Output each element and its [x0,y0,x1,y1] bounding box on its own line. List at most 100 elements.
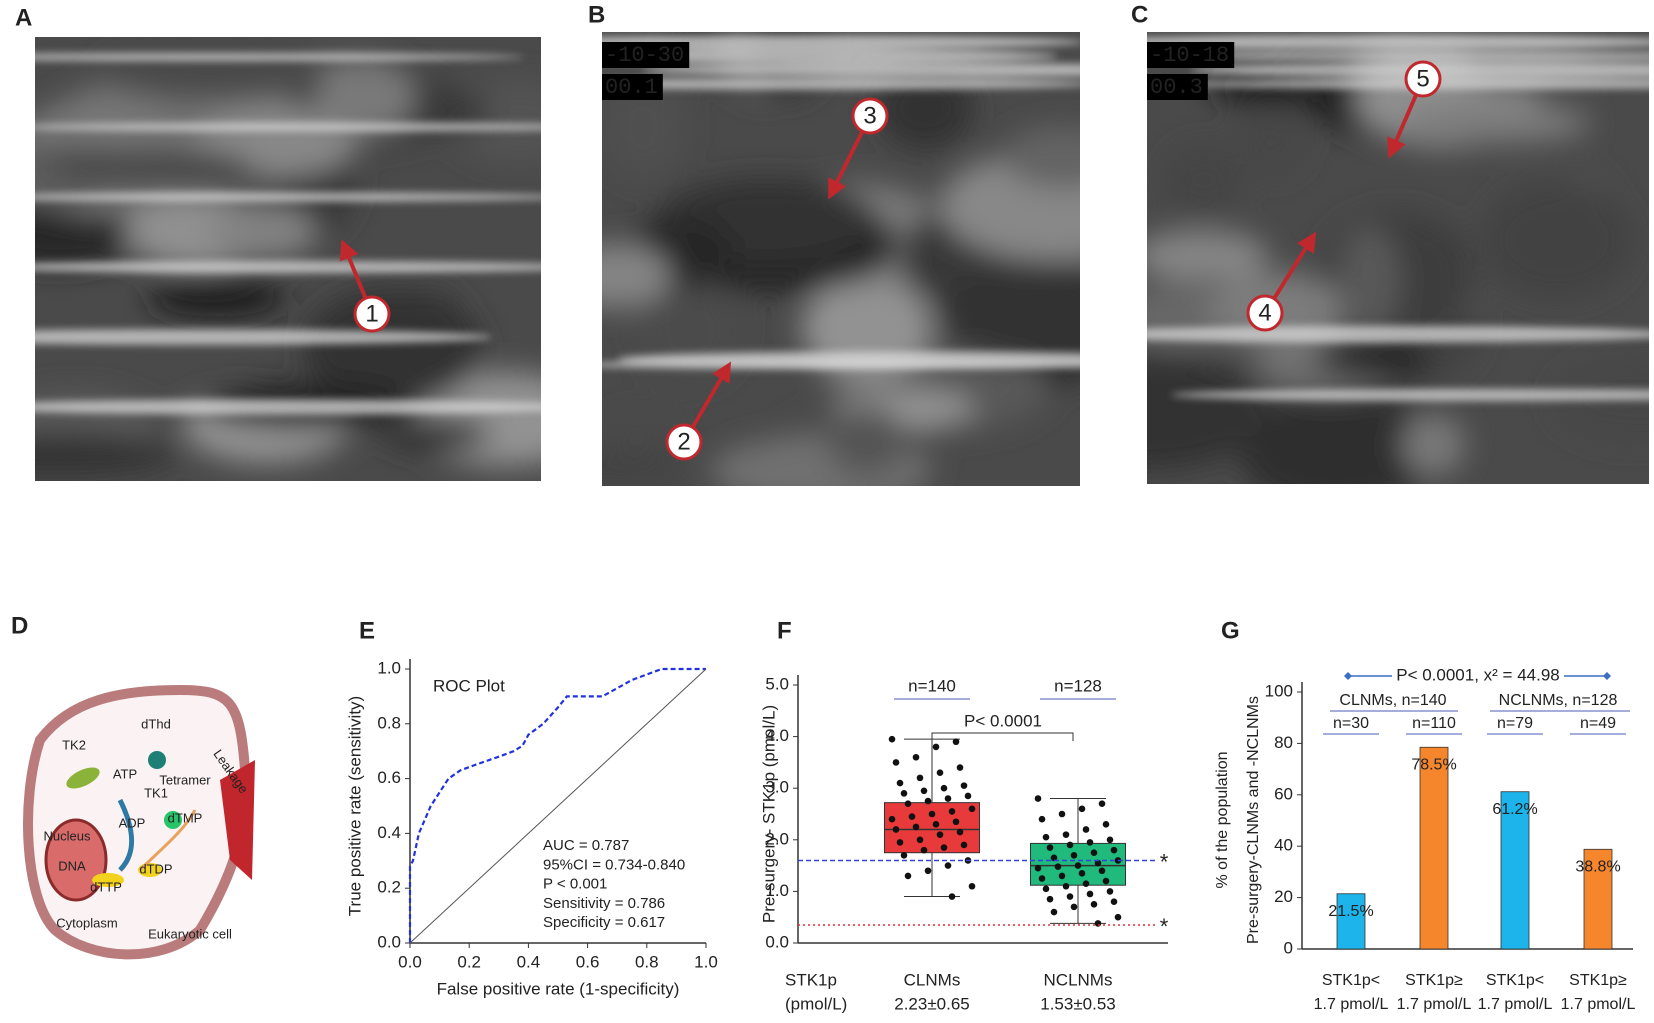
chart-title: ROC Plot [433,676,505,695]
data-point [904,800,912,807]
x-tick-label: 0.6 [576,952,600,971]
data-point [1070,903,1078,911]
y-tick-label: 0.0 [377,932,401,951]
texture-blob [35,432,178,476]
texture-blob [602,243,671,308]
panel-letter: C [1131,1,1148,28]
value-label: 38.8% [1575,859,1620,876]
bright-band [35,260,541,274]
texture-blob [1164,144,1243,216]
y-tick-label: 3.0 [765,778,789,797]
data-point [940,784,948,792]
data-point [944,795,952,802]
texture-blob [1236,109,1307,175]
texture-blob [602,413,677,451]
marker-number: 3 [863,102,876,129]
texture-blob [940,262,1080,364]
texture-blob [1480,180,1634,300]
marker-number: 4 [1258,299,1271,326]
marker-number: 5 [1416,65,1429,92]
ultrasound-image [602,32,1080,486]
diagram-label: ATP [113,766,137,781]
y-tick-label: 100 [1265,681,1293,700]
overlay-text: 00.3 [1150,75,1203,100]
overlay-background [602,42,690,68]
data-point [1074,862,1082,869]
data-point [912,823,920,831]
roc-line [409,668,707,944]
texture-blob [315,59,416,135]
x-tick-sublabel: 1.53±0.53 [1040,994,1116,1013]
texture-blob [1399,102,1591,144]
diagram-label: DNA [58,858,86,873]
data-point [896,839,904,846]
texture-blob [382,418,491,452]
overlay-text: 00.1 [605,75,658,100]
x-tick-sublabel: 2.23±0.65 [894,994,970,1013]
diagram-label: dTTP [90,879,122,894]
texture-blob [602,76,686,179]
data-point [1042,833,1050,841]
data-point [1086,839,1094,846]
n-label: n=79 [1497,715,1533,732]
data-point [888,735,896,743]
data-point [1094,920,1102,927]
bright-band [1150,51,1649,61]
y-tick-label: 0 [1284,938,1293,957]
bright-band [35,192,541,202]
bright-band [35,52,524,62]
data-point [1082,880,1090,887]
diagram-label: ADP [119,815,146,830]
data-point [920,846,928,854]
data-point [928,810,936,818]
y-axis-label: Pre-surgery-CLNMs and -NCLNMs [1245,696,1262,944]
bright-band [35,399,541,415]
y-tick-label: 4.0 [765,726,789,745]
texture-blob [827,405,906,476]
bright-band [642,62,1080,78]
diagram-label: dTDP [139,861,172,876]
x-tick-label: 1.7 pmol/L [1397,996,1472,1013]
data-point [1046,844,1054,851]
x-tick-label: 1.7 pmol/L [1478,996,1553,1013]
data-point [1102,821,1110,828]
data-point [944,862,952,869]
y-tick-label: 2.0 [765,829,789,848]
marker-circle [1404,60,1442,98]
group-label: NCLNMs, n=128 [1499,692,1618,709]
data-point [1054,863,1062,870]
y-axis-label: Pre-surgery- STK1p (pmol/L) [759,705,778,923]
bright-band [35,122,541,132]
data-point [1046,895,1054,903]
data-point [948,893,956,900]
data-point [960,841,968,849]
data-point [1086,890,1094,898]
bright-band [602,48,1058,64]
data-point [968,805,976,813]
texture-blob [50,146,253,191]
group-label: CLNMs, n=140 [1339,692,1446,709]
y-tick-label: 1.0 [377,658,401,677]
data-point [960,782,968,789]
marker-number: 1 [365,300,378,327]
n-label: n=128 [1054,676,1102,695]
diagram-label: Cytoplasm [56,915,117,930]
data-point [964,792,972,800]
n-label: n=110 [1412,715,1456,732]
diagram-label: dThd [141,716,171,731]
data-point [1098,867,1106,875]
data-point [1062,882,1070,890]
annotation: Specificity = 0.617 [543,914,665,931]
bar [1336,893,1366,950]
y-tick-label: 0.8 [377,713,401,732]
data-point [1034,795,1042,802]
y-axis-label: True positive rate (sensitivity) [345,696,364,916]
x-tick-label: 0.4 [517,952,541,971]
texture-blob [1238,387,1435,484]
y-tick-label: 60 [1274,784,1293,803]
texture-blob [303,288,483,406]
value-label: 61.2% [1492,801,1537,818]
y-tick-label: 40 [1274,836,1293,855]
data-point [900,790,908,797]
